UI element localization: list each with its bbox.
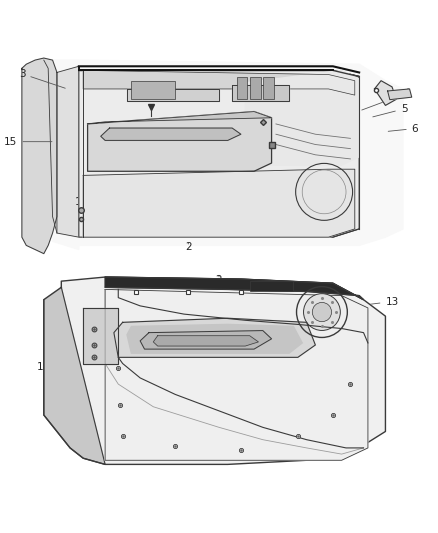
Polygon shape xyxy=(245,70,359,165)
Polygon shape xyxy=(83,308,118,364)
Polygon shape xyxy=(88,111,272,171)
Text: 12: 12 xyxy=(94,215,120,224)
Polygon shape xyxy=(114,318,315,357)
Polygon shape xyxy=(388,89,412,100)
Text: 2: 2 xyxy=(215,274,223,285)
Text: 5: 5 xyxy=(373,104,407,117)
Text: 10: 10 xyxy=(287,167,311,177)
Bar xyxy=(263,77,274,99)
Text: 3: 3 xyxy=(19,69,65,88)
Circle shape xyxy=(304,294,340,330)
Bar xyxy=(237,77,247,99)
Text: 6: 6 xyxy=(388,124,418,134)
Polygon shape xyxy=(101,128,241,140)
Text: 14: 14 xyxy=(226,434,263,448)
Polygon shape xyxy=(88,111,272,124)
Polygon shape xyxy=(79,70,359,237)
Text: 9: 9 xyxy=(105,147,144,157)
Polygon shape xyxy=(153,336,258,346)
Polygon shape xyxy=(105,277,364,300)
Text: 11: 11 xyxy=(74,197,100,207)
Polygon shape xyxy=(57,66,79,237)
Bar xyxy=(250,280,293,292)
Text: 2: 2 xyxy=(185,242,192,252)
Text: 13: 13 xyxy=(37,362,92,372)
Polygon shape xyxy=(127,89,219,101)
Polygon shape xyxy=(105,289,368,461)
Text: 14: 14 xyxy=(72,435,100,447)
Text: 8: 8 xyxy=(110,126,138,136)
Polygon shape xyxy=(140,330,272,349)
Polygon shape xyxy=(83,169,355,237)
Polygon shape xyxy=(22,58,57,254)
Text: 4: 4 xyxy=(362,88,410,110)
Bar xyxy=(131,81,175,99)
Circle shape xyxy=(312,302,332,322)
Polygon shape xyxy=(44,287,105,464)
Text: 1: 1 xyxy=(178,69,185,88)
Polygon shape xyxy=(44,60,403,249)
Polygon shape xyxy=(232,85,289,101)
Polygon shape xyxy=(374,80,396,106)
Polygon shape xyxy=(127,325,302,353)
Polygon shape xyxy=(79,66,359,83)
Text: 10: 10 xyxy=(342,332,385,342)
Text: 7: 7 xyxy=(275,143,287,154)
Bar xyxy=(250,77,261,99)
Text: 1: 1 xyxy=(99,277,133,289)
Polygon shape xyxy=(44,277,385,464)
Text: 15: 15 xyxy=(4,136,52,147)
Text: 13: 13 xyxy=(352,296,399,306)
Polygon shape xyxy=(83,70,355,95)
